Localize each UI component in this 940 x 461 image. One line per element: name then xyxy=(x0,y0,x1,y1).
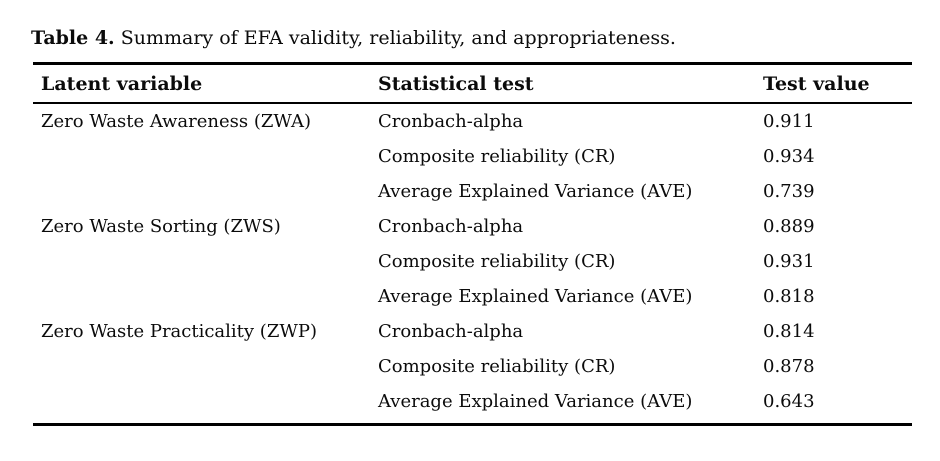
cell-test-value: 0.878 xyxy=(763,356,815,377)
table-row: Average Explained Variance (AVE) 0.818 xyxy=(33,279,912,314)
cell-statistical-test: Average Explained Variance (AVE) xyxy=(378,391,693,412)
table-row: Composite reliability (CR) 0.934 xyxy=(33,139,912,174)
cell-statistical-test: Cronbach-alpha xyxy=(378,111,524,132)
cell-statistical-test: Cronbach-alpha xyxy=(378,216,524,237)
cell-statistical-test: Composite reliability (CR) xyxy=(378,146,616,167)
cell-test-value: 0.814 xyxy=(763,321,815,342)
table-row: Composite reliability (CR) 0.931 xyxy=(33,244,912,279)
table-row: Average Explained Variance (AVE) 0.739 xyxy=(33,174,912,209)
column-header-statistical-test: Statistical test xyxy=(378,63,763,104)
cell-latent-variable: Zero Waste Awareness (ZWA) xyxy=(41,111,312,132)
cell-statistical-test: Average Explained Variance (AVE) xyxy=(378,181,693,202)
cell-test-value: 0.931 xyxy=(763,251,815,272)
table-row: Composite reliability (CR) 0.878 xyxy=(33,349,912,384)
cell-latent-variable xyxy=(33,384,378,425)
cell-latent-variable xyxy=(33,279,378,314)
table-caption-text: Summary of EFA validity, reliability, an… xyxy=(114,27,676,49)
table-caption: Table 4. Summary of EFA validity, reliab… xyxy=(31,26,940,50)
efa-summary-table: Latent variable Statistical test Test va… xyxy=(33,62,912,426)
cell-latent-variable xyxy=(33,139,378,174)
table-caption-number: Table 4. xyxy=(31,27,115,49)
cell-test-value: 0.889 xyxy=(763,216,815,237)
table-row: Zero Waste Awareness (ZWA) Cronbach-alpha… xyxy=(33,103,912,139)
cell-latent-variable xyxy=(33,174,378,209)
cell-statistical-test: Composite reliability (CR) xyxy=(378,356,616,377)
cell-test-value: 0.911 xyxy=(763,111,815,132)
cell-latent-variable xyxy=(33,349,378,384)
table-row: Average Explained Variance (AVE) 0.643 xyxy=(33,384,912,425)
cell-test-value: 0.643 xyxy=(763,391,815,412)
table-row: Zero Waste Sorting (ZWS) Cronbach-alpha 0.… xyxy=(33,209,912,244)
cell-test-value: 0.934 xyxy=(763,146,815,167)
table-row: Zero Waste Practicality (ZWP) Cronbach-al… xyxy=(33,314,912,349)
cell-test-value: 0.818 xyxy=(763,286,815,307)
cell-statistical-test: Composite reliability (CR) xyxy=(378,251,616,272)
cell-test-value: 0.739 xyxy=(763,181,815,202)
table-body: Zero Waste Awareness (ZWA) Cronbach-alpha… xyxy=(33,103,912,425)
cell-statistical-test: Average Explained Variance (AVE) xyxy=(378,286,693,307)
cell-latent-variable: Zero Waste Sorting (ZWS) xyxy=(41,216,281,237)
column-header-latent-variable: Latent variable xyxy=(33,63,378,104)
column-header-test-value: Test value xyxy=(763,63,912,104)
cell-latent-variable xyxy=(33,244,378,279)
cell-latent-variable: Zero Waste Practicality (ZWP) xyxy=(41,321,317,342)
cell-statistical-test: Cronbach-alpha xyxy=(378,321,524,342)
table-header-row: Latent variable Statistical test Test va… xyxy=(33,63,912,104)
